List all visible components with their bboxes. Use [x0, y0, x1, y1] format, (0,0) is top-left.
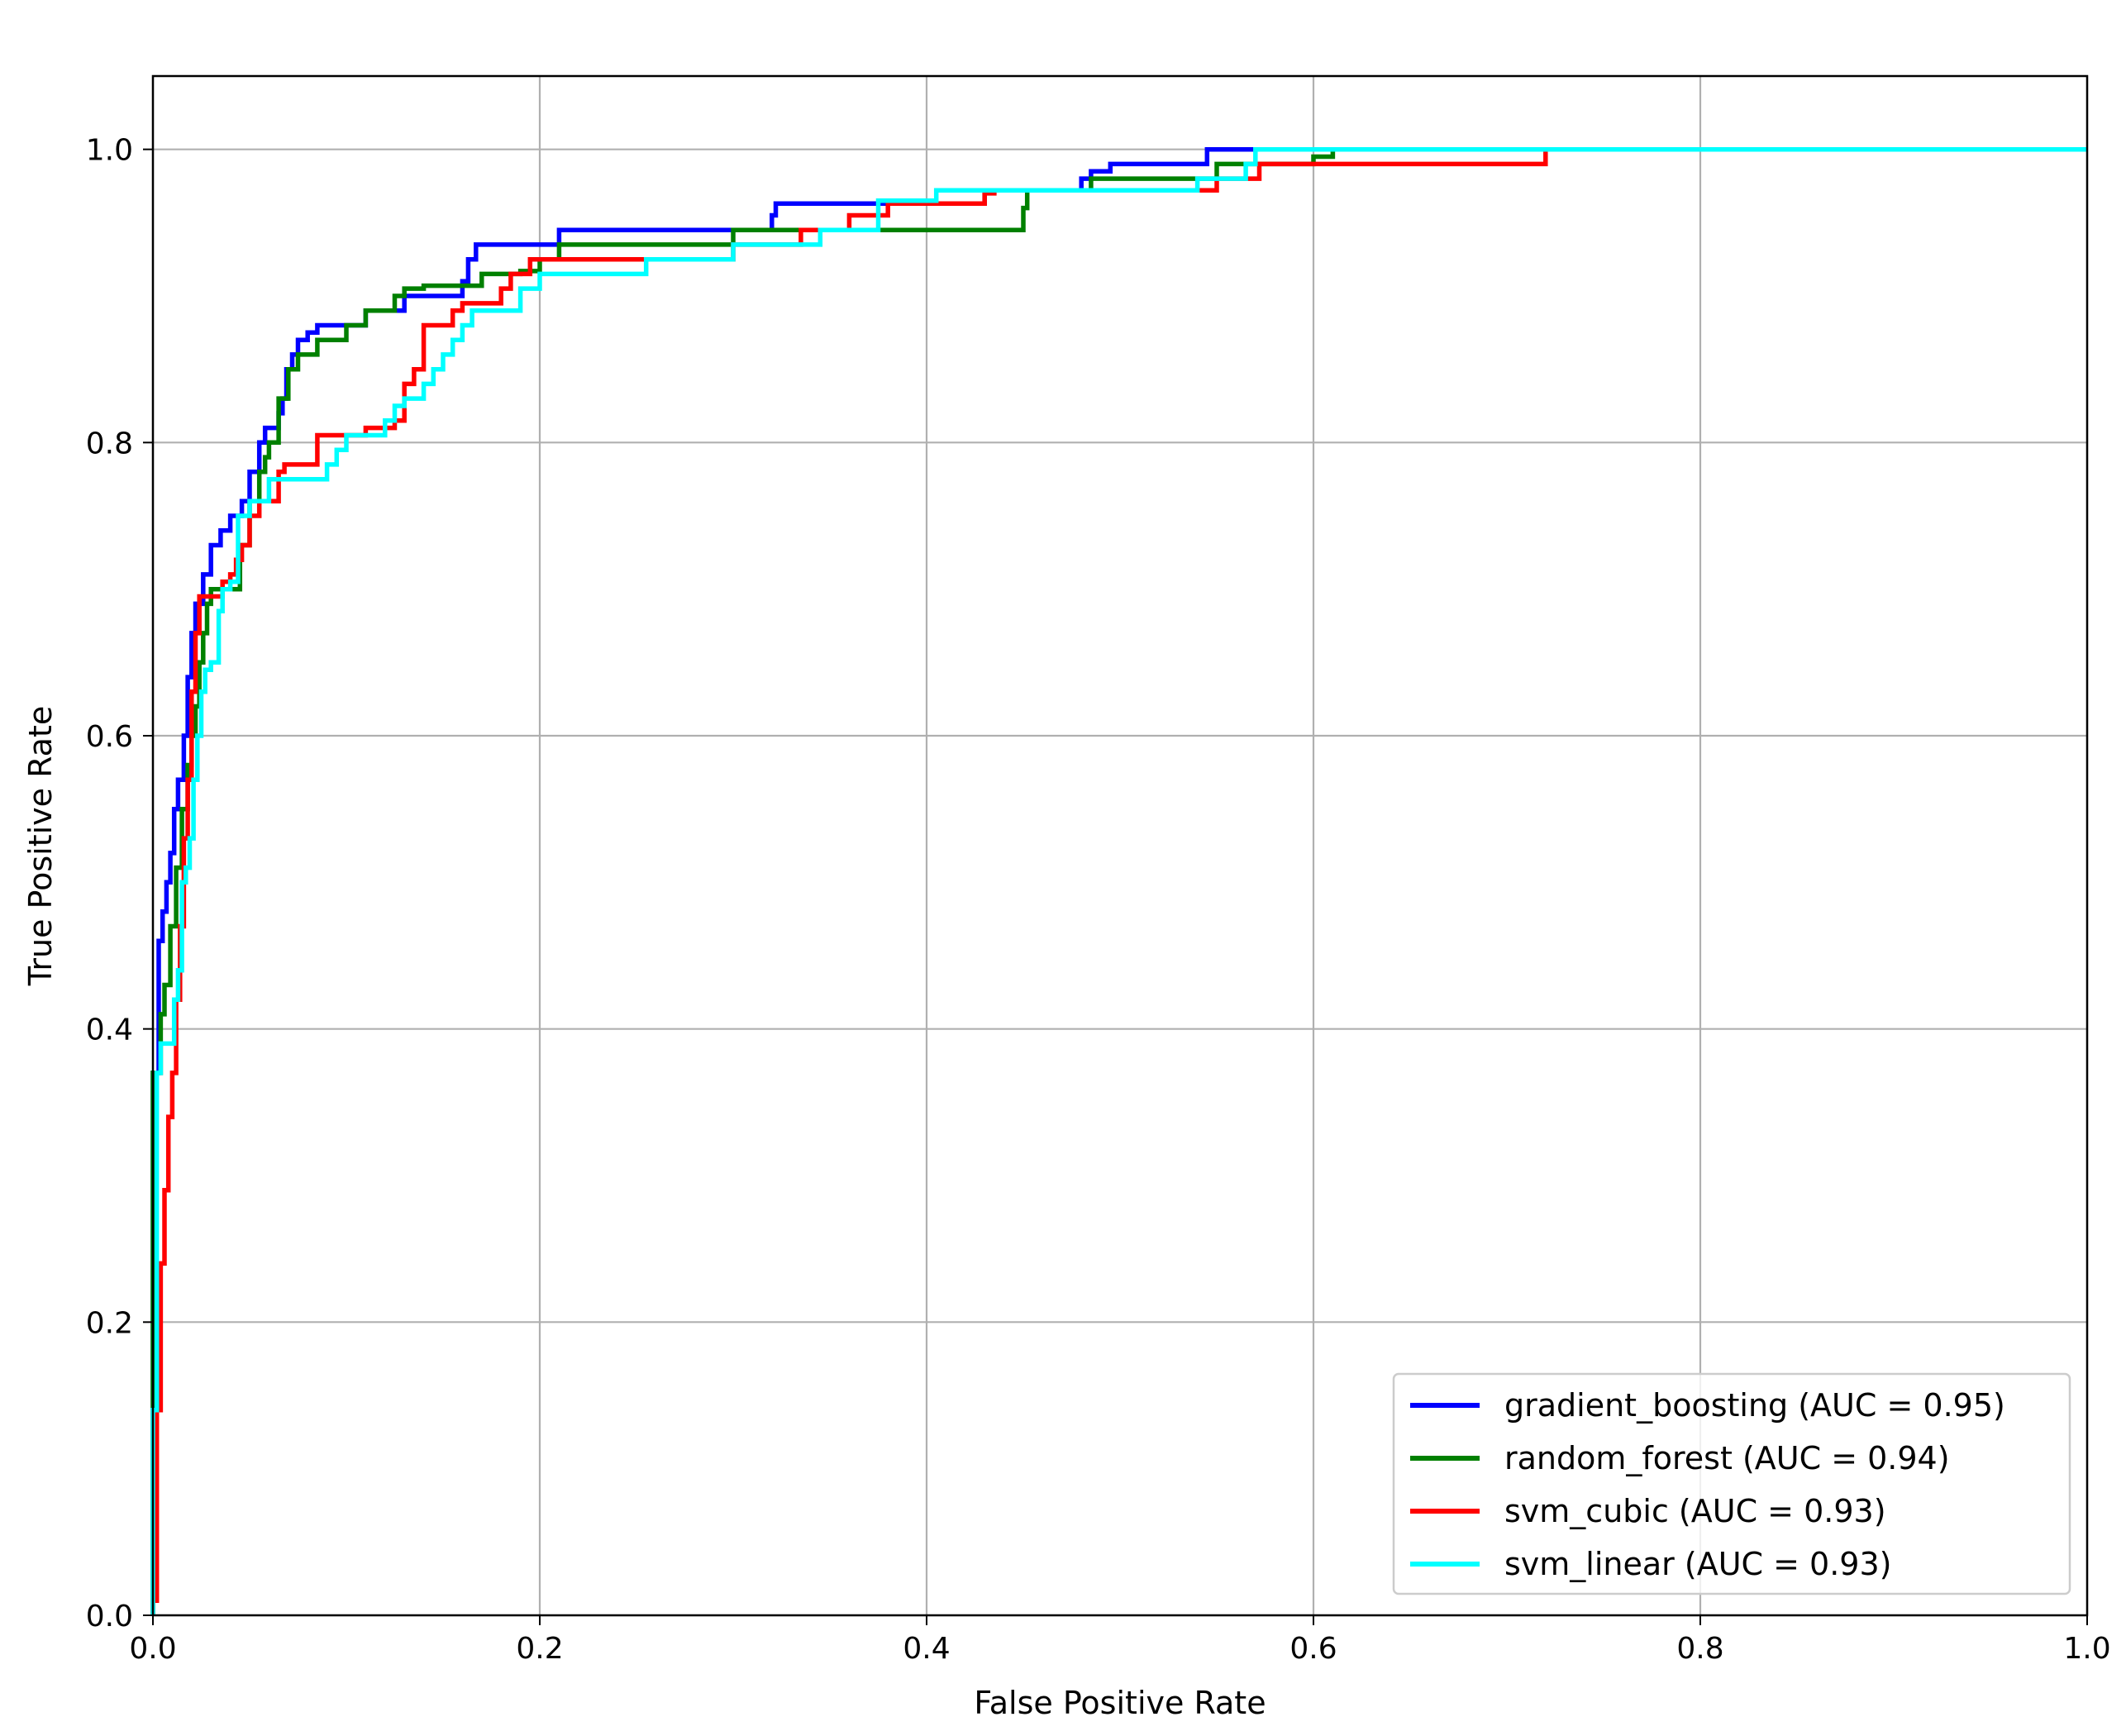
x-tick-label: 0.6 — [1289, 1632, 1337, 1666]
x-tick-label: 0.0 — [129, 1632, 176, 1666]
y-axis-label: True Positive Rate — [22, 706, 59, 987]
legend: gradient_boosting (AUC = 0.95) random_for… — [1392, 1372, 2071, 1595]
series-lines — [150, 146, 2087, 1615]
y-tick-label: 0.6 — [86, 720, 133, 754]
grid — [151, 76, 2089, 1617]
y-tick-label: 1.0 — [86, 134, 133, 168]
x-tick-label: 0.2 — [516, 1632, 563, 1666]
y-tick-label: 0.8 — [86, 427, 133, 460]
x-tick-label: 1.0 — [2063, 1632, 2110, 1666]
series-line-3 — [150, 146, 2087, 1615]
x-tick-label: 0.4 — [903, 1632, 950, 1666]
plot-frame — [151, 74, 2089, 1617]
legend-label-3: svm_linear (AUC = 0.93) — [1504, 1546, 1891, 1582]
axis-ticks: 0.0 0.2 0.4 0.6 0.8 1.0 0.0 0.2 0.4 0.6 0.8 1.0 — [86, 134, 2111, 1666]
y-tick-label: 0.2 — [86, 1306, 133, 1340]
x-axis-label: False Positive Rate — [974, 1685, 1266, 1721]
legend-label-2: svm_cubic (AUC = 0.93) — [1504, 1493, 1886, 1529]
legend-entries: gradient_boosting (AUC = 0.95) random_for… — [1410, 1387, 2005, 1582]
legend-label-0: gradient_boosting (AUC = 0.95) — [1504, 1387, 2005, 1424]
y-tick-label: 0.0 — [86, 1600, 133, 1633]
legend-box — [1392, 1372, 2071, 1595]
y-tick-label: 0.4 — [86, 1013, 133, 1047]
x-tick-label: 0.8 — [1676, 1632, 1723, 1666]
legend-label-1: random_forest (AUC = 0.94) — [1504, 1440, 1950, 1476]
